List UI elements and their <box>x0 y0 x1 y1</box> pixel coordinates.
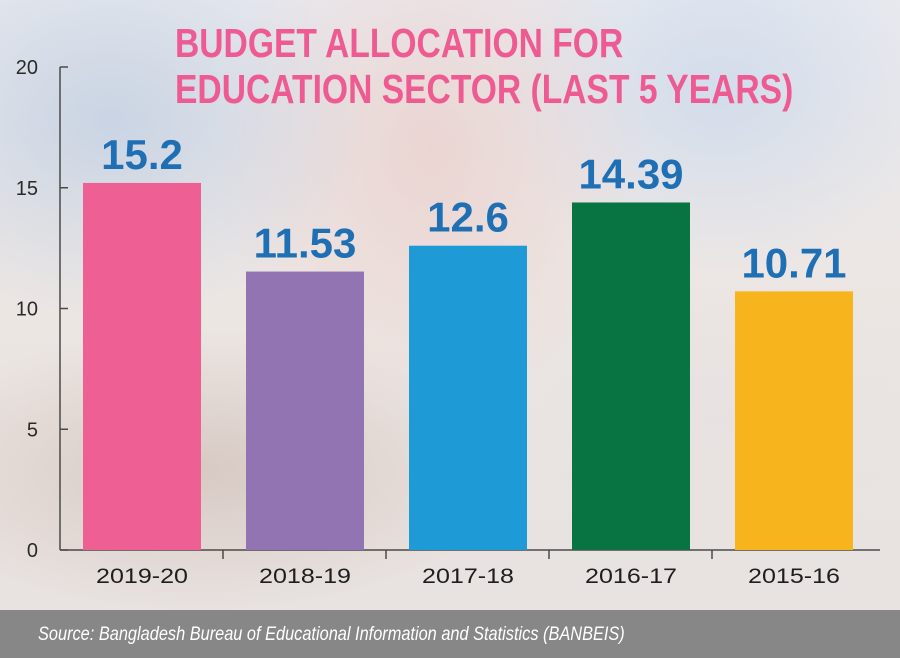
chart-bars <box>83 182 853 551</box>
bar-2016-17 <box>572 202 690 550</box>
bar-2019-20 <box>83 182 201 551</box>
data-label: 11.53 <box>254 220 357 267</box>
source-bar: Source: Bangladesh Bureau of Educational… <box>0 610 900 658</box>
bar-2018-19 <box>246 271 364 550</box>
data-label: 10.71 <box>741 239 846 286</box>
x-tick-label: 2016-17 <box>585 565 677 588</box>
chart-labels: 2019-20 15.2 2018-19 11.53 2017-18 12.6 2016-1… <box>96 131 847 588</box>
bar-2015-16 <box>735 291 853 550</box>
y-tick-label: 15 <box>16 178 38 200</box>
x-tick-label: 2015-16 <box>748 565 840 588</box>
data-label: 14.39 <box>578 150 683 197</box>
y-tick-label: 10 <box>16 299 38 321</box>
chart-title-line-1: BUDGET ALLOCATION FOR <box>175 20 624 66</box>
data-label: 12.6 <box>427 194 509 241</box>
bar-2017-18 <box>409 245 527 550</box>
source-note: Source: Bangladesh Bureau of Educational… <box>38 624 625 645</box>
chart-title: BUDGET ALLOCATION FOR EDUCATION SECTOR (… <box>175 20 794 112</box>
x-tick-label: 2019-20 <box>96 565 188 588</box>
x-tick-label: 2018-19 <box>259 565 351 588</box>
x-tick-label: 2017-18 <box>422 565 514 588</box>
y-tick-label: 0 <box>27 540 38 562</box>
chart-title-line-2: EDUCATION SECTOR (LAST 5 YEARS) <box>175 66 794 112</box>
y-tick-label: 20 <box>16 57 38 79</box>
y-tick-label: 5 <box>27 419 38 441</box>
data-label: 15.2 <box>101 131 183 178</box>
